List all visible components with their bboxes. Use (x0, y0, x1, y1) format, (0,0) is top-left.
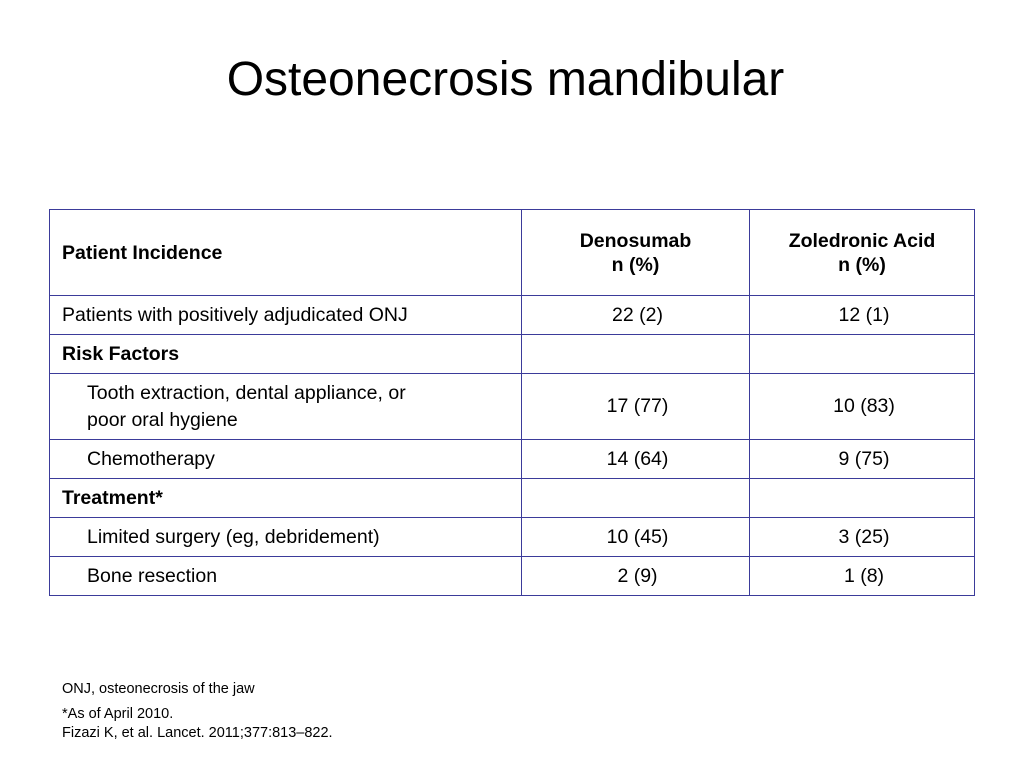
zoledronic-value: 1 (8) (749, 556, 975, 596)
row-label-line: poor oral hygiene (87, 408, 238, 431)
zoledronic-value: 3 (25) (749, 517, 975, 557)
empty-cell (521, 334, 750, 374)
section-label: Risk Factors (49, 334, 522, 374)
table-row: Bone resection 2 (9) 1 (8) (49, 556, 975, 596)
header-zoledronic-name: Zoledronic Acid (788, 229, 936, 252)
row-label: Limited surgery (eg, debridement) (49, 517, 522, 557)
footnote-as-of: *As of April 2010. (62, 706, 174, 722)
table-row: Chemotherapy 14 (64) 9 (75) (49, 439, 975, 479)
table-row: Tooth extraction, dental appliance, or p… (49, 373, 975, 440)
row-label: Bone resection (49, 556, 522, 596)
footnote-reference: Fizazi K, et al. Lancet. 2011;377:813–82… (62, 725, 333, 741)
zoledronic-value: 12 (1) (749, 295, 975, 335)
row-label: Patients with positively adjudicated ONJ (49, 295, 522, 335)
row-label: Chemotherapy (49, 439, 522, 479)
row-label: Tooth extraction, dental appliance, or p… (49, 373, 522, 440)
table-row: Patients with positively adjudicated ONJ… (49, 295, 975, 335)
zoledronic-value: 9 (75) (749, 439, 975, 479)
denosumab-value: 2 (9) (521, 556, 750, 596)
section-label: Treatment* (49, 478, 522, 518)
zoledronic-value: 10 (83) (749, 373, 975, 440)
denosumab-value: 14 (64) (521, 439, 750, 479)
section-row-risk-factors: Risk Factors (49, 334, 975, 374)
row-label-line: Tooth extraction, dental appliance, or (87, 381, 406, 404)
empty-cell (749, 478, 975, 518)
header-zoledronic-acid: Zoledronic Acid n (%) (749, 209, 975, 296)
denosumab-value: 22 (2) (521, 295, 750, 335)
header-denosumab-unit: n (%) (611, 253, 660, 276)
section-row-treatment: Treatment* (49, 478, 975, 518)
denosumab-value: 17 (77) (521, 373, 750, 440)
empty-cell (749, 334, 975, 374)
header-denosumab: Denosumab n (%) (521, 209, 750, 296)
header-patient-incidence: Patient Incidence (49, 209, 522, 296)
slide-title: Osteonecrosis mandibular (226, 53, 785, 106)
header-zoledronic-unit: n (%) (838, 253, 886, 276)
empty-cell (521, 478, 750, 518)
incidence-table: Patient Incidence Denosumab n (%) Zoledr… (49, 209, 975, 596)
footnote-abbreviation: ONJ, osteonecrosis of the jaw (62, 681, 255, 697)
table-header-row: Patient Incidence Denosumab n (%) Zoledr… (49, 209, 975, 296)
table-row: Limited surgery (eg, debridement) 10 (45… (49, 517, 975, 557)
denosumab-value: 10 (45) (521, 517, 750, 557)
header-denosumab-name: Denosumab (579, 229, 692, 252)
